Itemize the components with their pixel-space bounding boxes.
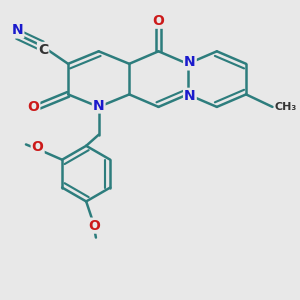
Text: O: O bbox=[152, 14, 164, 28]
Text: N: N bbox=[12, 23, 23, 38]
Text: N: N bbox=[184, 89, 196, 103]
Text: N: N bbox=[184, 56, 196, 69]
Text: N: N bbox=[93, 98, 104, 112]
Text: O: O bbox=[88, 219, 101, 232]
Text: CH₃: CH₃ bbox=[275, 102, 297, 112]
Text: O: O bbox=[32, 140, 44, 154]
Text: C: C bbox=[38, 43, 48, 57]
Text: O: O bbox=[27, 100, 39, 114]
